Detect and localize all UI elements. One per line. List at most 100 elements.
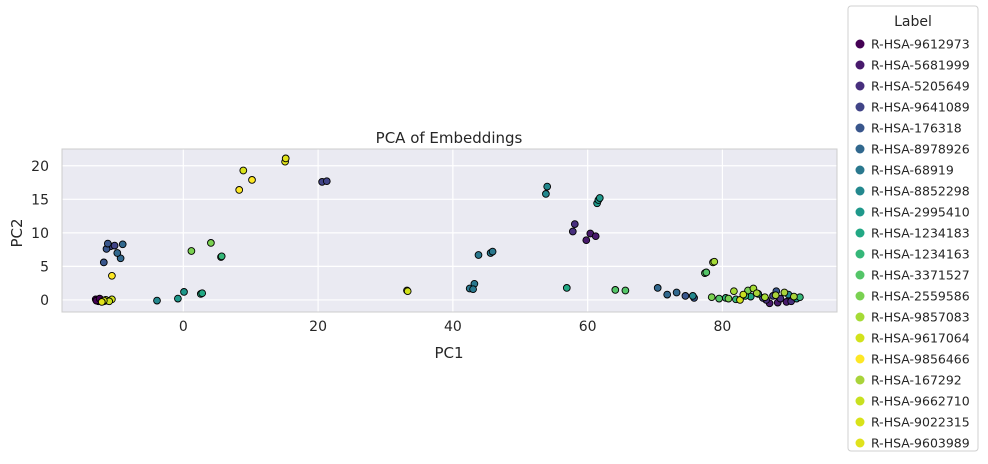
legend-marker	[855, 375, 865, 385]
data-point	[688, 292, 697, 300]
legend-entry: R-HSA-8852298	[855, 184, 970, 199]
legend-label: R-HSA-9856466	[871, 352, 970, 367]
data-point	[542, 190, 550, 198]
legend-entry: R-HSA-2559586	[855, 289, 970, 304]
data-point	[621, 286, 630, 295]
legend-label: R-HSA-8852298	[871, 184, 970, 199]
legend-entry: R-HSA-176318	[855, 121, 962, 136]
legend-title: Label	[894, 14, 932, 30]
legend-marker	[855, 186, 865, 196]
y-tick-label: 15	[31, 192, 49, 208]
legend-label: R-HSA-9662710	[871, 394, 970, 409]
legend-entry: R-HSA-8978926	[855, 142, 970, 157]
data-point	[771, 291, 780, 300]
legend-label: R-HSA-9617064	[871, 331, 970, 346]
data-point	[730, 287, 738, 296]
data-point	[752, 289, 761, 298]
data-point	[562, 284, 571, 292]
data-point	[663, 290, 672, 299]
data-point	[672, 288, 681, 297]
legend-label: R-HSA-167292	[871, 373, 962, 388]
legend-marker	[855, 249, 865, 259]
data-points	[91, 154, 804, 308]
legend-entry: R-HSA-167292	[855, 373, 962, 388]
y-axis-label: PC2	[8, 218, 26, 247]
legend-marker	[855, 354, 865, 364]
data-point	[207, 239, 215, 247]
data-point	[707, 293, 716, 302]
legend-marker	[855, 39, 865, 49]
data-point	[710, 257, 719, 266]
legend-label: R-HSA-1234183	[871, 226, 970, 241]
data-point	[681, 292, 690, 300]
data-point	[248, 176, 256, 184]
data-point	[110, 241, 119, 250]
data-point	[488, 247, 497, 256]
data-point	[790, 292, 798, 301]
x-tick-label: 60	[579, 319, 597, 335]
legend: Label R-HSA-9612973 R-HSA-5681999 R-HSA-52…	[847, 5, 979, 452]
data-point	[653, 284, 662, 292]
legend-marker	[855, 144, 865, 154]
data-point	[582, 236, 591, 245]
x-tick-label: 40	[444, 319, 462, 335]
legend-marker	[855, 60, 865, 70]
legend-entry: R-HSA-5681999	[855, 58, 970, 73]
data-point	[235, 186, 244, 194]
legend-entry: R-HSA-9857083	[855, 310, 970, 325]
data-point	[153, 296, 161, 305]
legend-marker	[855, 333, 865, 343]
series-r-hsa-9856466	[103, 176, 256, 305]
legend-entry: R-HSA-9856466	[855, 352, 970, 367]
legend-entry: R-HSA-3371527	[855, 268, 970, 283]
data-point	[187, 247, 196, 255]
data-point	[724, 294, 733, 303]
data-point	[180, 288, 188, 296]
tick-labels: 0 20 40 60 80 0 5 10 15 20	[31, 159, 731, 335]
data-point	[469, 285, 477, 294]
legend-marker	[855, 207, 865, 217]
data-point	[99, 258, 108, 267]
data-point	[239, 166, 248, 175]
legend-entry: R-HSA-68919	[855, 163, 954, 178]
series-r-hsa-8978926	[113, 240, 681, 299]
legend-marker	[855, 123, 865, 133]
legend-entry: R-HSA-9612973	[855, 37, 970, 52]
grid	[62, 149, 837, 312]
legend-label: R-HSA-2995410	[871, 205, 970, 220]
legend-entry: R-HSA-9022315	[855, 415, 970, 430]
legend-label: R-HSA-3371527	[871, 268, 970, 283]
y-tick-label: 5	[40, 259, 49, 275]
data-point	[113, 249, 122, 257]
data-point	[103, 239, 112, 248]
legend-entry: R-HSA-9662710	[855, 394, 970, 409]
legend-entry: R-HSA-1234183	[855, 226, 970, 241]
legend-label: R-HSA-176318	[871, 121, 962, 136]
y-tick-label: 10	[31, 226, 49, 242]
data-point	[715, 294, 723, 303]
series-r-hsa-3371527	[611, 268, 723, 303]
legend-items: R-HSA-9612973 R-HSA-5681999 R-HSA-5205649 R…	[855, 37, 970, 451]
data-point	[403, 287, 412, 296]
legend-label: R-HSA-9612973	[871, 37, 970, 52]
data-point	[281, 154, 290, 163]
data-point	[217, 252, 226, 261]
legend-marker	[855, 438, 865, 448]
legend-entry: R-HSA-5205649	[855, 79, 970, 94]
legend-label: R-HSA-1234163	[871, 247, 970, 262]
data-point	[611, 286, 620, 294]
plot-area	[62, 149, 837, 312]
legend-marker	[855, 417, 865, 427]
legend-marker	[855, 312, 865, 322]
legend-marker	[855, 396, 865, 406]
legend-label: R-HSA-5681999	[871, 58, 970, 73]
legend-entry: R-HSA-9641089	[855, 100, 970, 115]
legend-label: R-HSA-9857083	[871, 310, 970, 325]
data-point	[739, 290, 748, 299]
x-tick-label: 20	[309, 319, 327, 335]
legend-label: R-HSA-8978926	[871, 142, 970, 157]
series-r-hsa-167292	[752, 288, 798, 301]
data-point	[118, 240, 127, 249]
legend-marker	[855, 102, 865, 112]
